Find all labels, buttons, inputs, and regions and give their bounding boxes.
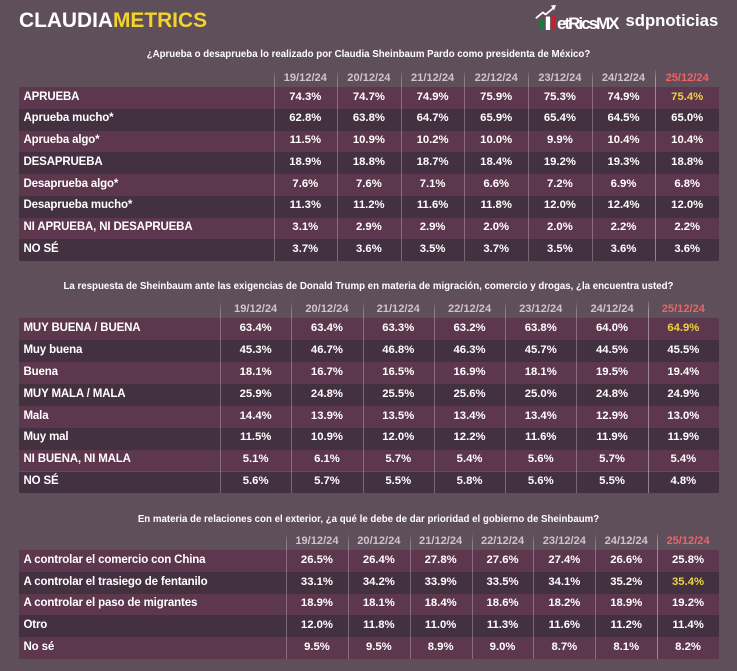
svg-text:etRicsMX: etRicsMX [557, 14, 620, 32]
